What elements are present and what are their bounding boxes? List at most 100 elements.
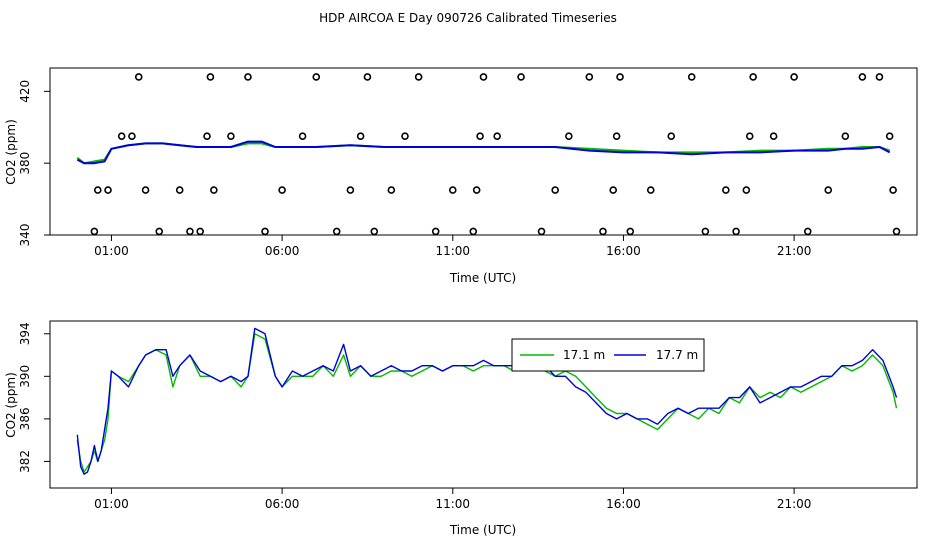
legend-label-17-1m: 17.1 m: [563, 348, 605, 362]
series-line-17-1m: [76, 333, 898, 473]
scatter-point: [387, 186, 396, 194]
legend-label-17-7m: 17.7 m: [656, 348, 698, 362]
scatter-point: [155, 227, 164, 236]
scatter-point: [858, 73, 867, 81]
scatter-point: [117, 132, 126, 141]
y-tick-label: 420: [18, 80, 32, 103]
scatter-point: [892, 227, 901, 236]
legend: 17.1 m 17.7 m: [511, 338, 705, 372]
y-ticks-bottom: 382 386 390 394: [18, 322, 50, 473]
scatter-point: [93, 186, 102, 194]
scatter-point: [599, 227, 607, 236]
x-tick-label: 06:00: [265, 497, 300, 511]
scatter-point: [346, 186, 355, 194]
scatter-point: [722, 186, 730, 194]
panel-top: Time (UTC) CO2 (ppm) 01:00 06:00 11:00 16:0…: [4, 67, 918, 285]
scatter-point: [889, 186, 897, 194]
scatter-point: [414, 73, 423, 81]
x-tick-label: 11:00: [435, 497, 470, 511]
scatter-point: [551, 186, 559, 194]
y-tick-label: 386: [18, 407, 32, 430]
scatter-point: [841, 132, 850, 141]
scatter-point: [210, 186, 218, 194]
x-tick-label: 06:00: [265, 244, 300, 258]
scatter-point: [885, 132, 894, 141]
scatter-point: [104, 186, 112, 194]
scatter-point: [517, 73, 525, 81]
scatter-point: [626, 227, 635, 236]
series-lines-top: [76, 140, 891, 165]
scatter-point: [175, 186, 184, 194]
scatter-point: [141, 186, 150, 194]
panel-bottom: Time (UTC) CO2 (ppm) 01:00 06:00 11:00 16:0…: [4, 320, 918, 537]
scatter-point: [585, 73, 594, 81]
scatter-point: [431, 227, 440, 236]
scatter-point: [363, 73, 372, 81]
scatter-point: [609, 186, 618, 194]
x-tick-label: 11:00: [435, 244, 470, 258]
scatter-point: [90, 227, 99, 236]
x-tick-label: 16:00: [606, 497, 641, 511]
y-axis-label-top: CO2 (ppm): [4, 119, 18, 185]
scatter-point: [687, 73, 696, 81]
series-lines-bottom: [76, 327, 898, 475]
scatter-point: [479, 73, 488, 81]
scatter-point: [790, 73, 798, 81]
scatter-point: [196, 227, 204, 236]
x-tick-label: 01:00: [94, 244, 129, 258]
x-axis-label-bottom: Time (UTC): [449, 523, 516, 537]
scatter-point: [745, 132, 754, 141]
scatter-point: [312, 73, 321, 81]
scatter-point: [493, 132, 501, 141]
scatter-point: [472, 186, 481, 194]
series-line-17-7m: [76, 140, 891, 165]
scatter-point: [469, 227, 478, 236]
scatter-point: [742, 186, 751, 194]
y-tick-label: 394: [18, 322, 32, 345]
scatter-point: [244, 73, 252, 81]
scatter-point: [206, 73, 215, 81]
scatter-point: [448, 186, 457, 194]
scatter-point: [824, 186, 833, 194]
y-tick-label: 380: [18, 152, 32, 175]
scatter-point: [667, 132, 676, 141]
scatter-point: [769, 132, 778, 141]
scatter-point: [701, 227, 710, 236]
series-line-17-7m: [76, 327, 898, 475]
scatter-point: [537, 227, 546, 236]
scatter-point: [261, 227, 269, 236]
x-tick-label: 01:00: [94, 497, 129, 511]
scatter-point: [134, 73, 143, 81]
x-ticks-top: 01:00 06:00 11:00 16:00 21:00: [94, 235, 811, 258]
x-tick-label: 16:00: [606, 244, 641, 258]
scatter-point: [565, 132, 573, 141]
scatter-point: [128, 132, 136, 141]
scatter-point: [646, 186, 655, 194]
chart-title: HDP AIRCOA E Day 090726 Calibrated Times…: [319, 11, 617, 25]
scatter-point: [875, 73, 884, 81]
x-tick-label: 21:00: [777, 244, 812, 258]
x-axis-label-top: Time (UTC): [449, 271, 516, 285]
scatter-point: [278, 186, 286, 194]
x-tick-label: 21:00: [777, 497, 812, 511]
y-tick-label: 390: [18, 365, 32, 388]
scatter-point: [803, 227, 812, 236]
scatter-point: [612, 132, 621, 141]
scatter-point: [370, 227, 379, 236]
scatter-point: [356, 132, 365, 141]
y-tick-label: 382: [18, 450, 32, 473]
plot-frame-bottom: [49, 320, 918, 489]
scatter-points-top: [90, 73, 901, 236]
scatter-point: [476, 132, 484, 141]
plot-frame-top: [49, 67, 918, 236]
scatter-point: [227, 132, 235, 141]
scatter-point: [749, 73, 757, 81]
scatter-point: [616, 73, 624, 81]
scatter-point: [332, 227, 341, 236]
scatter-point: [732, 227, 740, 236]
x-ticks-bottom: 01:00 06:00 11:00 16:00 21:00: [94, 488, 811, 511]
scatter-point: [401, 132, 409, 141]
y-ticks-top: 340 380 420: [18, 80, 50, 246]
scatter-point: [186, 227, 194, 236]
